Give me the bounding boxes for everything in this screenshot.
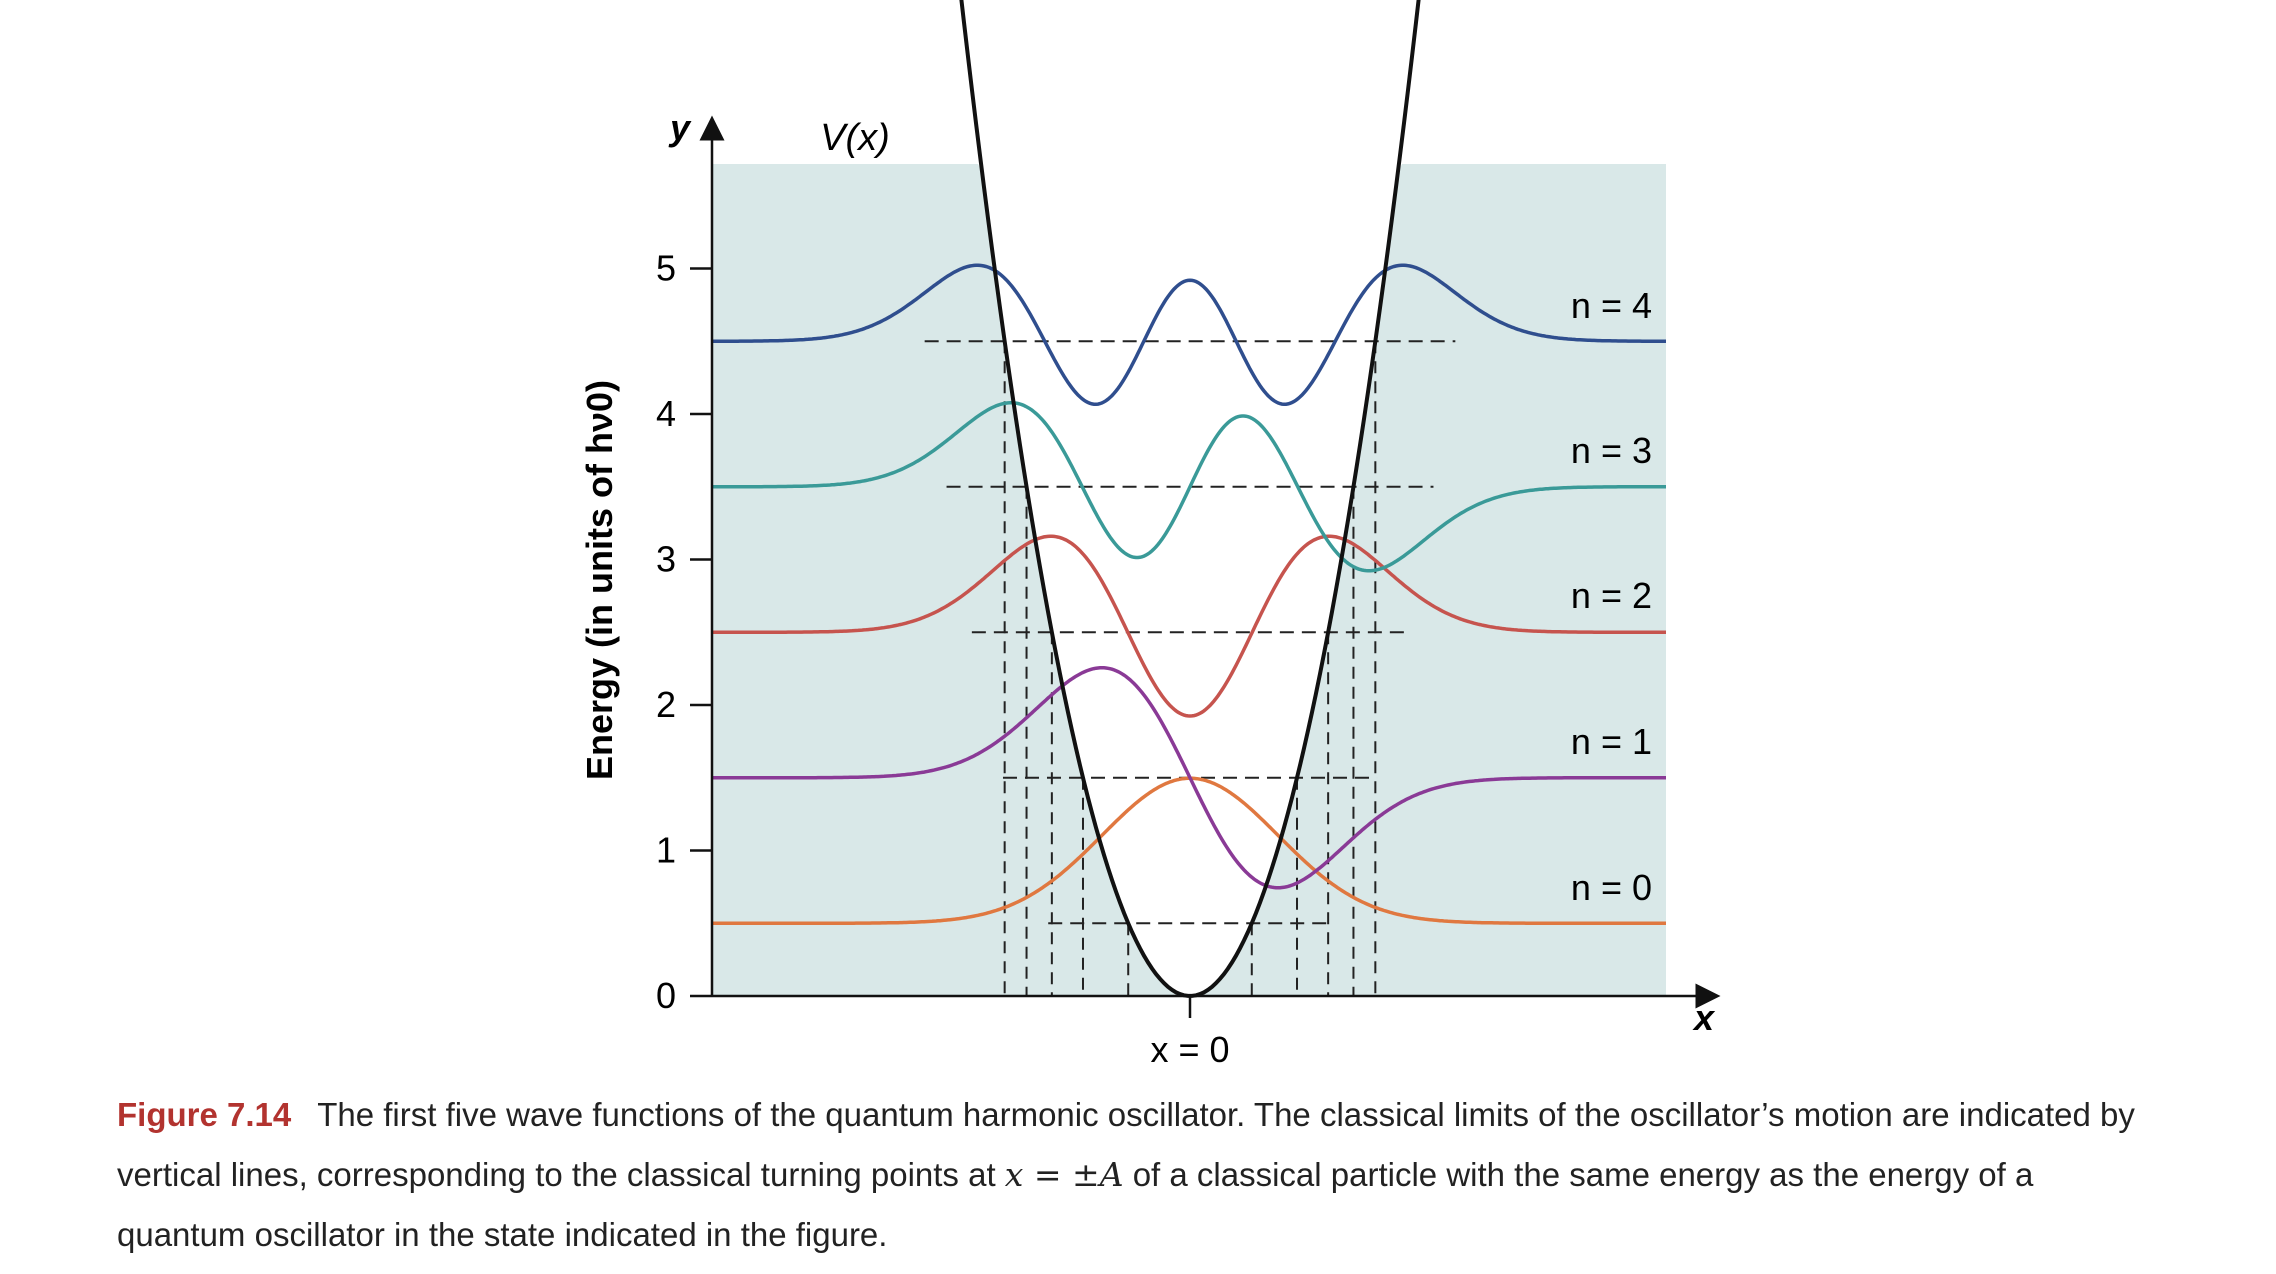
level-labels: n = 0 n = 1 n = 2 n = 3 n = 4 — [1571, 285, 1652, 908]
level-label-n0: n = 0 — [1571, 867, 1652, 908]
figure-caption: Figure 7.14 The first five wave functions… — [117, 1085, 2157, 1265]
wave-function-n1 — [712, 666, 1666, 890]
level-label-n3: n = 3 — [1571, 430, 1652, 471]
figure-label: Figure 7.14 — [117, 1096, 292, 1133]
y-tick-label: 2 — [656, 684, 676, 725]
caption-text-1: The first five wave functions of the qua… — [117, 1096, 2135, 1193]
wave-function-n3 — [712, 401, 1666, 573]
level-label-n1: n = 1 — [1571, 721, 1652, 762]
wave-function-n2 — [712, 534, 1666, 718]
caption-math: x = ±A — [1004, 1155, 1124, 1194]
x-axis-symbol: x — [1692, 997, 1716, 1038]
wave-functions — [712, 263, 1666, 925]
y-tick-label: 4 — [656, 393, 676, 434]
caption-text-2: of a classical particle with the same en… — [117, 1156, 2034, 1253]
y-tick-label: 0 — [656, 975, 676, 1016]
y-tick-label: 5 — [656, 248, 676, 289]
y-tick-label: 3 — [656, 539, 676, 580]
level-label-n4: n = 4 — [1571, 285, 1652, 326]
potential-label: V(x) — [820, 117, 890, 159]
level-label-n2: n = 2 — [1571, 575, 1652, 616]
y-axis-symbol: y — [668, 107, 692, 148]
potential-well-interior — [850, 164, 1534, 996]
y-axis-title: Energy (in units of hν0) — [579, 380, 620, 780]
origin-label: x = 0 — [1150, 1029, 1229, 1070]
y-tick-label: 1 — [656, 830, 676, 871]
wave-function-n4 — [712, 263, 1666, 407]
y-axis-ticks: 0 1 2 3 4 5 — [656, 248, 712, 1016]
